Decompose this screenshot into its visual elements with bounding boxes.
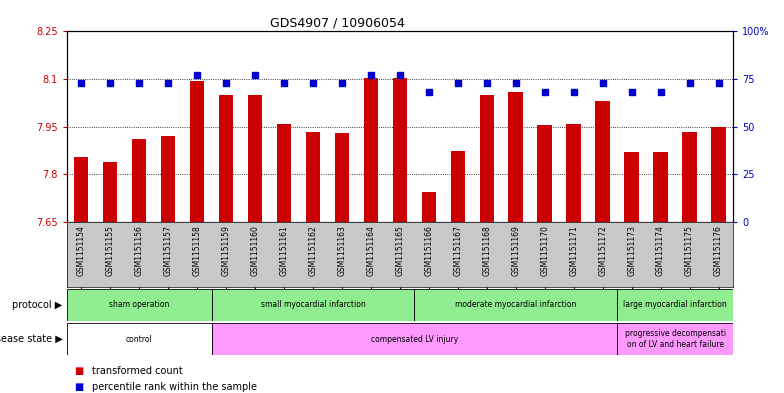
Text: GSM1151171: GSM1151171 [569,225,578,276]
Bar [277,123,291,222]
Point [510,80,522,86]
Text: GSM1151155: GSM1151155 [106,225,114,276]
Point [103,80,116,86]
Bar [509,92,523,222]
Text: small myocardial infarction: small myocardial infarction [260,301,365,309]
Text: moderate myocardial infarction: moderate myocardial infarction [455,301,576,309]
Bar [617,323,733,355]
Bar [422,192,436,222]
Text: GSM1151170: GSM1151170 [540,225,550,276]
Point [336,80,348,86]
Point [481,80,493,86]
Text: GSM1151175: GSM1151175 [685,225,694,276]
Point [539,89,551,95]
Bar [306,132,320,222]
Bar [364,77,378,222]
Point [191,72,203,79]
Text: GSM1151169: GSM1151169 [511,225,521,276]
Bar [414,289,617,321]
Point [568,89,580,95]
Bar [67,289,212,321]
Text: GSM1151158: GSM1151158 [193,225,201,276]
Bar [212,289,414,321]
Text: GSM1151163: GSM1151163 [337,225,347,276]
Bar [393,77,407,222]
Text: GSM1151165: GSM1151165 [395,225,405,276]
Bar [335,133,349,222]
Text: GSM1151157: GSM1151157 [164,225,172,276]
Text: transformed count: transformed count [92,366,183,376]
Bar [538,125,552,222]
Bar [653,152,668,222]
Bar [617,289,733,321]
Point [162,80,174,86]
Bar [74,157,89,222]
Point [365,72,377,79]
Point [249,72,261,79]
Point [713,80,725,86]
Text: large myocardial infarction: large myocardial infarction [623,301,727,309]
Bar [595,101,610,222]
Bar [624,152,639,222]
Point [423,89,435,95]
Bar [566,123,581,222]
Text: GSM1151164: GSM1151164 [366,225,376,276]
Bar [103,162,118,222]
Text: GSM1151172: GSM1151172 [598,225,607,276]
Point [684,80,696,86]
Text: GSM1151154: GSM1151154 [77,225,85,276]
Text: ■: ■ [74,366,84,376]
Text: protocol ▶: protocol ▶ [13,300,63,310]
Text: GSM1151166: GSM1151166 [424,225,434,276]
Bar [67,323,212,355]
Point [307,80,319,86]
Text: percentile rank within the sample: percentile rank within the sample [92,382,256,392]
Bar [190,81,205,222]
Point [394,72,406,79]
Point [597,80,609,86]
Text: control: control [125,335,152,343]
Text: disease state ▶: disease state ▶ [0,334,63,344]
Text: compensated LV injury: compensated LV injury [371,335,458,343]
Text: GSM1151159: GSM1151159 [222,225,230,276]
Text: GSM1151156: GSM1151156 [135,225,143,276]
Bar [682,132,697,222]
Text: GSM1151162: GSM1151162 [308,225,318,276]
Bar [212,323,617,355]
Point [626,89,638,95]
Bar [161,136,176,222]
Point [220,80,232,86]
Point [278,80,290,86]
Text: GSM1151168: GSM1151168 [482,225,492,276]
Text: GSM1151167: GSM1151167 [453,225,463,276]
Text: ■: ■ [74,382,84,392]
Bar [248,95,262,222]
Bar [451,151,465,222]
Bar [711,127,726,222]
Text: GSM1151174: GSM1151174 [656,225,665,276]
Text: GDS4907 / 10906054: GDS4907 / 10906054 [270,17,405,29]
Text: GSM1151160: GSM1151160 [250,225,260,276]
Point [452,80,464,86]
Bar [132,140,147,222]
Point [74,80,87,86]
Point [132,80,145,86]
Point [655,89,667,95]
Text: sham operation: sham operation [109,301,169,309]
Text: GSM1151176: GSM1151176 [714,225,723,276]
Text: GSM1151173: GSM1151173 [627,225,636,276]
Bar [219,95,234,222]
Text: GSM1151161: GSM1151161 [279,225,289,276]
Bar [480,95,494,222]
Text: progressive decompensati
on of LV and heart failure: progressive decompensati on of LV and he… [625,329,726,349]
